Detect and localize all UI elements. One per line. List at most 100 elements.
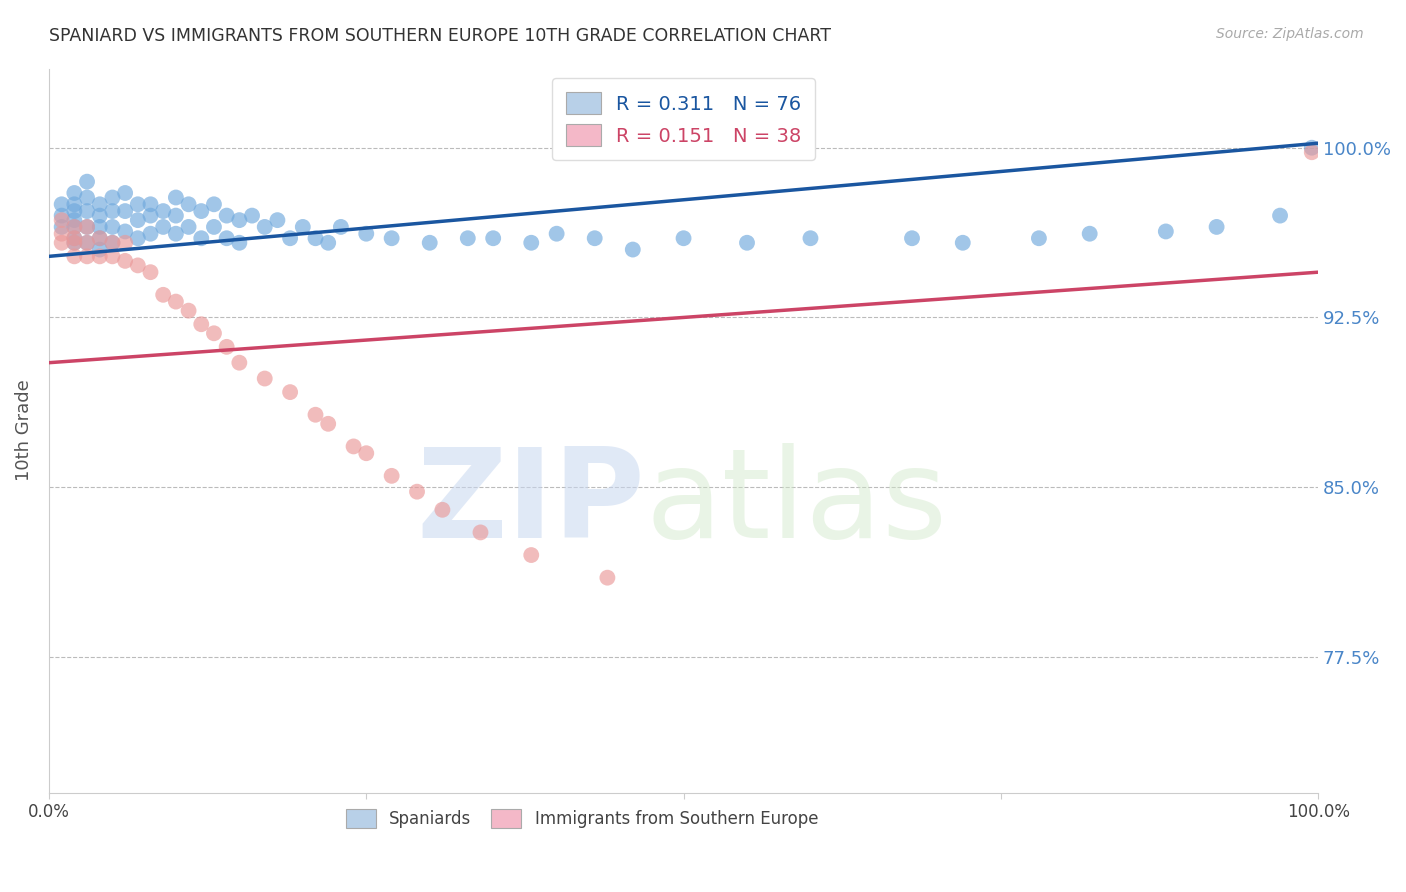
Point	[101, 249, 124, 263]
Point	[63, 197, 86, 211]
Point	[1154, 224, 1177, 238]
Point	[63, 219, 86, 234]
Point	[114, 253, 136, 268]
Point	[165, 190, 187, 204]
Point	[240, 209, 263, 223]
Point	[546, 227, 568, 241]
Point	[139, 209, 162, 223]
Point	[419, 235, 441, 250]
Point	[101, 219, 124, 234]
Point	[202, 326, 225, 341]
Point	[51, 209, 73, 223]
Point	[127, 197, 149, 211]
Point	[304, 231, 326, 245]
Text: SPANIARD VS IMMIGRANTS FROM SOUTHERN EUROPE 10TH GRADE CORRELATION CHART: SPANIARD VS IMMIGRANTS FROM SOUTHERN EUR…	[49, 27, 831, 45]
Point	[381, 231, 404, 245]
Point	[139, 265, 162, 279]
Point	[89, 231, 111, 245]
Point	[356, 446, 378, 460]
Point	[470, 525, 492, 540]
Point	[76, 249, 98, 263]
Point	[139, 197, 162, 211]
Point	[89, 219, 111, 234]
Point	[596, 571, 619, 585]
Point	[114, 186, 136, 200]
Point	[190, 204, 212, 219]
Text: atlas: atlas	[645, 442, 948, 564]
Point	[127, 231, 149, 245]
Y-axis label: 10th Grade: 10th Grade	[15, 380, 32, 482]
Point	[76, 219, 98, 234]
Point	[215, 209, 238, 223]
Point	[139, 227, 162, 241]
Point	[89, 243, 111, 257]
Point	[952, 235, 974, 250]
Point	[76, 175, 98, 189]
Point	[127, 259, 149, 273]
Point	[520, 548, 543, 562]
Point	[1028, 231, 1050, 245]
Point	[356, 227, 378, 241]
Point	[583, 231, 606, 245]
Point	[482, 231, 505, 245]
Point	[520, 235, 543, 250]
Point	[76, 219, 98, 234]
Point	[51, 213, 73, 227]
Point	[457, 231, 479, 245]
Point	[190, 317, 212, 331]
Point	[228, 213, 250, 227]
Point	[1205, 219, 1227, 234]
Point	[165, 227, 187, 241]
Point	[165, 294, 187, 309]
Point	[316, 417, 339, 431]
Point	[89, 209, 111, 223]
Point	[63, 186, 86, 200]
Point	[51, 197, 73, 211]
Point	[76, 235, 98, 250]
Point	[76, 190, 98, 204]
Point	[152, 288, 174, 302]
Point	[799, 231, 821, 245]
Point	[735, 235, 758, 250]
Point	[89, 249, 111, 263]
Point	[1301, 145, 1323, 160]
Text: Source: ZipAtlas.com: Source: ZipAtlas.com	[1216, 27, 1364, 41]
Point	[63, 235, 86, 250]
Point	[228, 356, 250, 370]
Point	[406, 484, 429, 499]
Point	[101, 235, 124, 250]
Point	[278, 231, 301, 245]
Point	[63, 249, 86, 263]
Point	[253, 219, 276, 234]
Point	[152, 219, 174, 234]
Point	[63, 231, 86, 245]
Point	[202, 197, 225, 211]
Point	[76, 204, 98, 219]
Point	[304, 408, 326, 422]
Point	[672, 231, 695, 245]
Text: ZIP: ZIP	[416, 442, 645, 564]
Legend: Spaniards, Immigrants from Southern Europe: Spaniards, Immigrants from Southern Euro…	[339, 803, 825, 835]
Point	[101, 204, 124, 219]
Point	[76, 235, 98, 250]
Point	[1268, 209, 1291, 223]
Point	[152, 204, 174, 219]
Point	[228, 235, 250, 250]
Point	[63, 213, 86, 227]
Point	[621, 243, 644, 257]
Point	[177, 219, 200, 234]
Point	[101, 235, 124, 250]
Point	[1301, 141, 1323, 155]
Point	[114, 224, 136, 238]
Point	[432, 503, 454, 517]
Point	[63, 219, 86, 234]
Point	[329, 219, 352, 234]
Point	[381, 468, 404, 483]
Point	[202, 219, 225, 234]
Point	[51, 235, 73, 250]
Point	[253, 371, 276, 385]
Point	[291, 219, 314, 234]
Point	[89, 231, 111, 245]
Point	[177, 303, 200, 318]
Point	[177, 197, 200, 211]
